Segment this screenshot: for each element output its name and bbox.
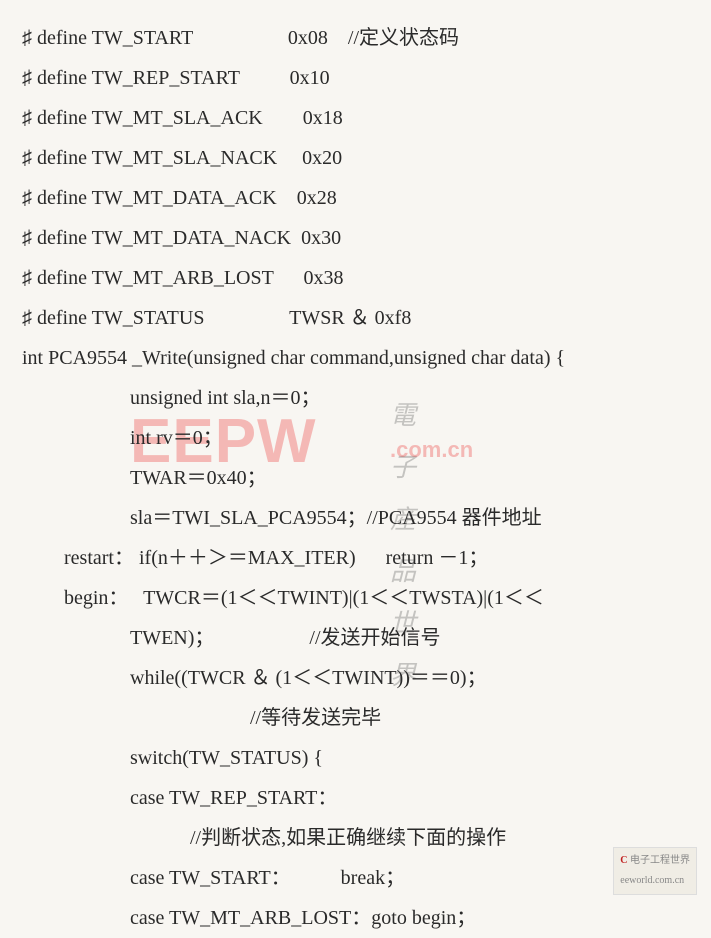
- keyword: define: [37, 147, 87, 169]
- begin-line: begin： TWCR＝(1＜＜TWINT)|(1＜＜TWSTA)|(1＜＜: [22, 578, 689, 618]
- code-body-line: int rv＝0；: [22, 418, 689, 458]
- macro-value: 0x28: [297, 187, 337, 209]
- label: restart：: [64, 547, 134, 569]
- define-line: ♯ define TW_MT_SLA_NACK 0x20: [22, 138, 689, 178]
- hash: ♯: [22, 227, 32, 249]
- macro-name: TW_MT_DATA_NACK: [92, 227, 292, 249]
- macro-value: 0x08: [288, 27, 328, 49]
- code-body-line: //等待发送完毕: [22, 698, 689, 738]
- code-body-line: while((TWCR ＆ (1＜＜TWINT))＝＝0)；: [22, 658, 689, 698]
- code-body-line: case TW_MT_ARB_LOST：goto begin；: [22, 898, 689, 938]
- hash: ♯: [22, 27, 32, 49]
- hash: ♯: [22, 307, 32, 329]
- macro-value: 0x18: [303, 107, 343, 129]
- hash: ♯: [22, 267, 32, 289]
- hash: ♯: [22, 67, 32, 89]
- keyword: define: [37, 67, 87, 89]
- code-body-line: switch(TW_STATUS) {: [22, 738, 689, 778]
- macro-value: 0x38: [303, 267, 343, 289]
- code-body-line: case TW_REP_START：: [22, 778, 689, 818]
- code: TWCR＝(1＜＜TWINT)|(1＜＜TWSTA)|(1＜＜: [143, 587, 544, 609]
- comment: //定义状态码: [348, 27, 459, 49]
- define-line: ♯ define TW_STATUS TWSR ＆ 0xf8: [22, 298, 689, 338]
- hash: ♯: [22, 107, 32, 129]
- macro-name: TW_MT_SLA_NACK: [92, 147, 278, 169]
- code-body-line: case TW_START： break；: [22, 858, 689, 898]
- define-line: ♯ define TW_MT_DATA_ACK 0x28: [22, 178, 689, 218]
- define-line: ♯ define TW_REP_START 0x10: [22, 58, 689, 98]
- code-body-line: TWAR＝0x40；: [22, 458, 689, 498]
- label: begin：: [64, 587, 128, 609]
- function-signature: int PCA9554 _Write(unsigned char command…: [22, 338, 689, 378]
- restart-line: restart： if(n＋＋＞＝MAX_ITER) return －1；: [22, 538, 689, 578]
- macro-value: 0x20: [302, 147, 342, 169]
- keyword: define: [37, 267, 87, 289]
- macro-name: TW_MT_ARB_LOST: [92, 267, 274, 289]
- macro-name: TW_START: [92, 27, 193, 49]
- code-body-line: //判断状态,如果正确继续下面的操作: [22, 818, 689, 858]
- macro-name: TW_MT_DATA_ACK: [92, 187, 277, 209]
- keyword: define: [37, 187, 87, 209]
- code-body-line: TWEN)； //发送开始信号: [22, 618, 689, 658]
- code-body-line: unsigned int sla,n＝0；: [22, 378, 689, 418]
- define-line: ♯ define TW_START 0x08 //定义状态码: [22, 18, 689, 58]
- hash: ♯: [22, 187, 32, 209]
- define-line: ♯ define TW_MT_SLA_ACK 0x18: [22, 98, 689, 138]
- code: if(n＋＋＞＝MAX_ITER) return －1；: [139, 547, 488, 569]
- keyword: define: [37, 227, 87, 249]
- macro-value: 0x10: [290, 67, 330, 89]
- macro-value: 0x30: [301, 227, 341, 249]
- keyword: define: [37, 307, 87, 329]
- define-line: ♯ define TW_MT_DATA_NACK 0x30: [22, 218, 689, 258]
- macro-name: TW_MT_SLA_ACK: [92, 107, 263, 129]
- keyword: define: [37, 27, 87, 49]
- macro-name: TW_REP_START: [92, 67, 240, 89]
- keyword: define: [37, 107, 87, 129]
- macro-value: TWSR ＆ 0xf8: [289, 307, 411, 329]
- code-body-line: sla＝TWI_SLA_PCA9554；//PCA9554 器件地址: [22, 498, 689, 538]
- define-line: ♯ define TW_MT_ARB_LOST 0x38: [22, 258, 689, 298]
- code-document: ♯ define TW_START 0x08 //定义状态码 ♯ define …: [22, 18, 689, 938]
- macro-name: TW_STATUS: [92, 307, 205, 329]
- hash: ♯: [22, 147, 32, 169]
